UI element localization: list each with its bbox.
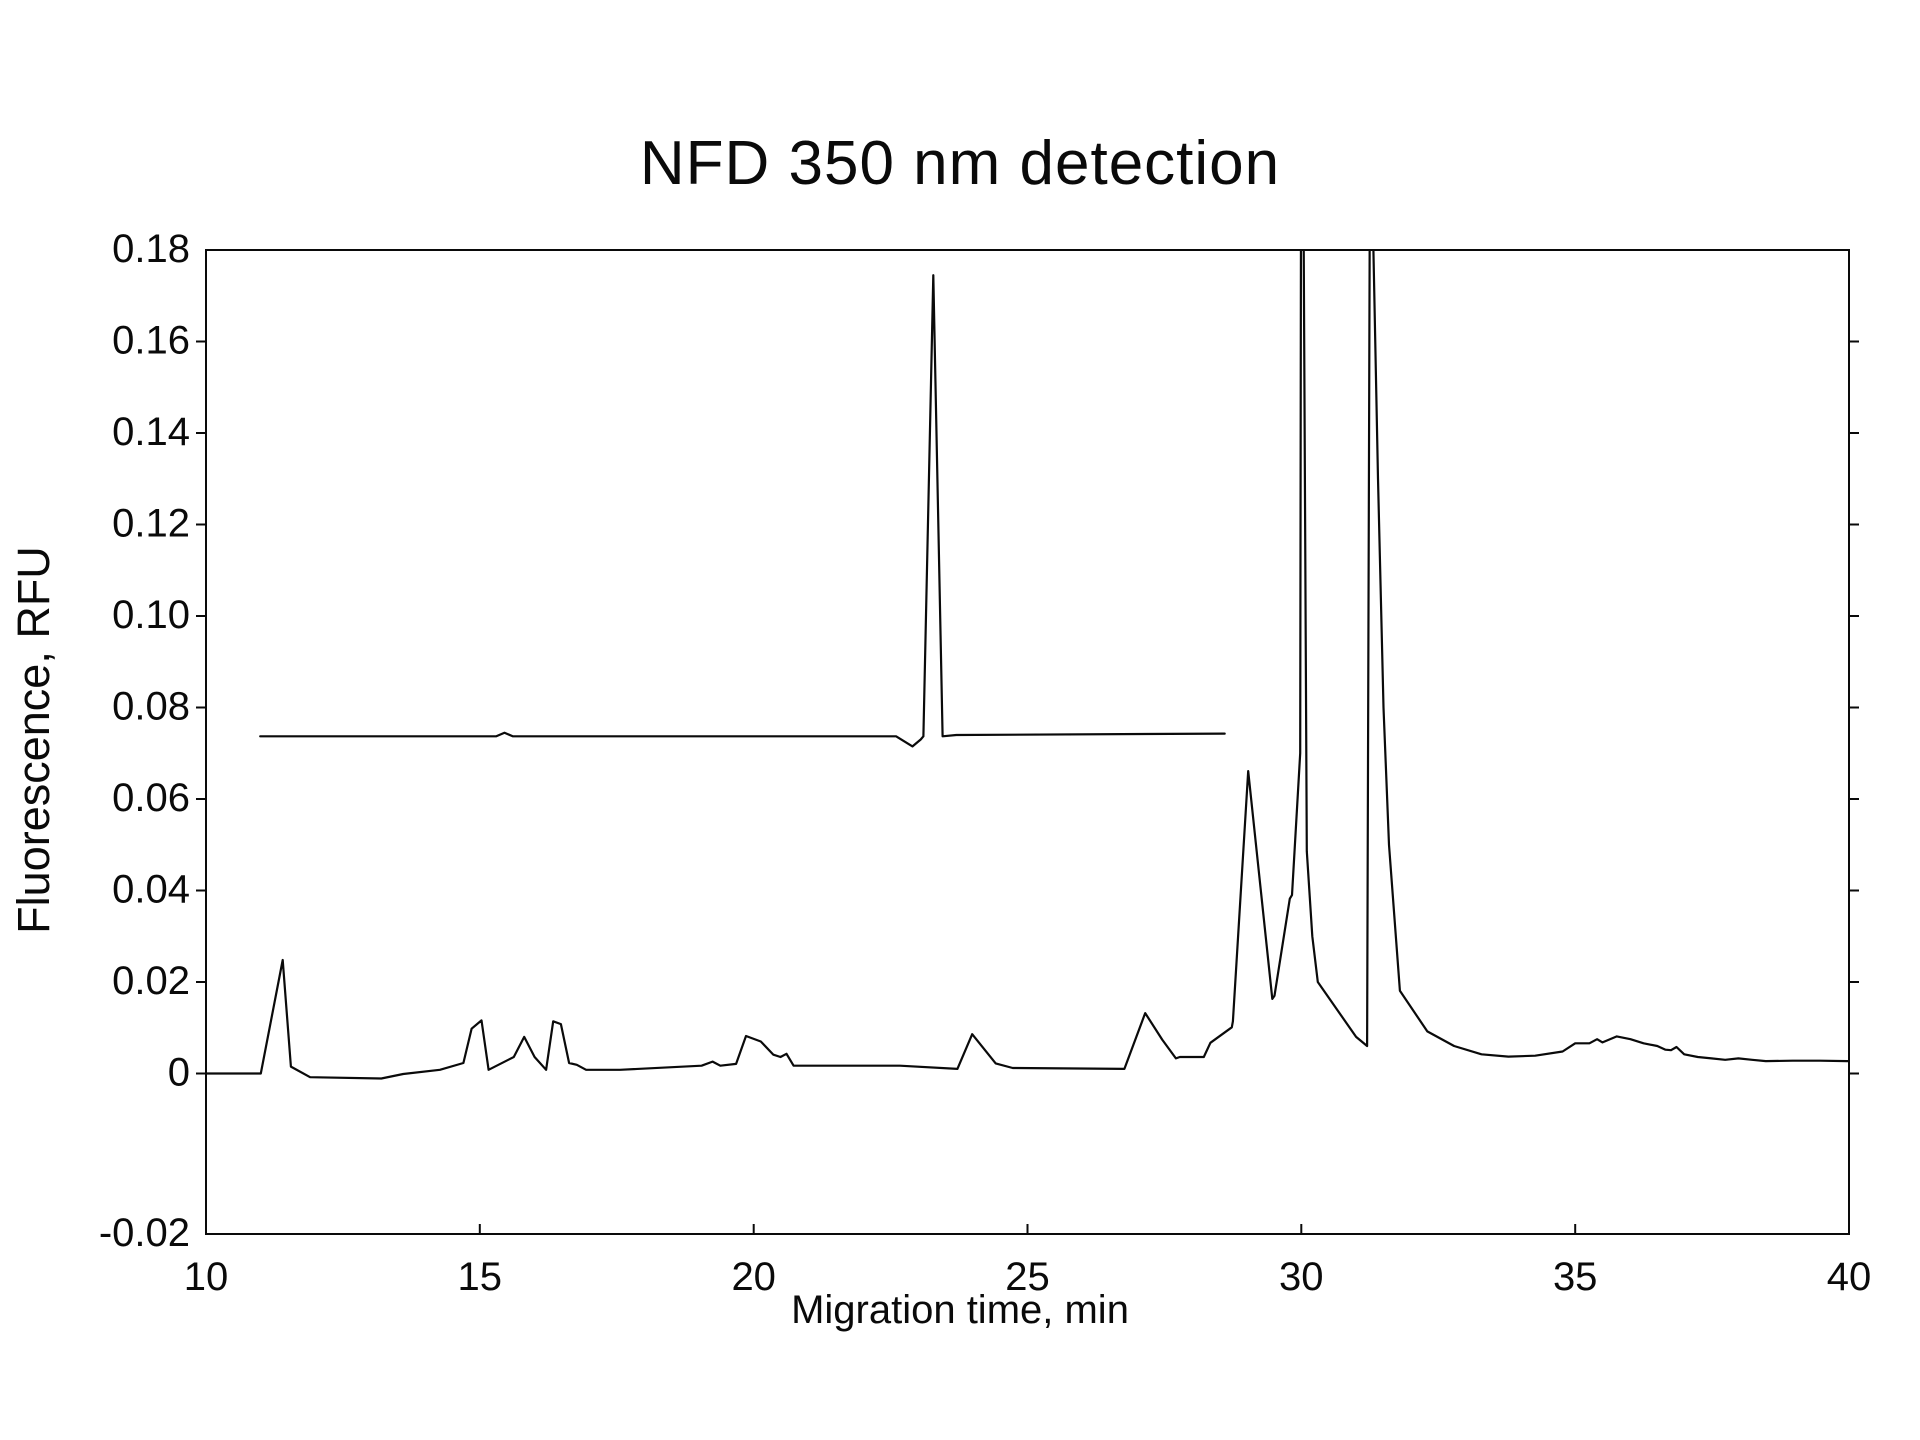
svg-text:0.08: 0.08 <box>112 685 190 729</box>
svg-text:15: 15 <box>458 1255 503 1299</box>
svg-text:0.12: 0.12 <box>112 502 190 546</box>
svg-text:0.14: 0.14 <box>112 410 190 454</box>
svg-text:0.02: 0.02 <box>112 959 190 1003</box>
svg-text:0.04: 0.04 <box>112 868 190 912</box>
svg-text:0.18: 0.18 <box>112 227 190 271</box>
svg-text:25: 25 <box>1005 1255 1050 1299</box>
svg-text:10: 10 <box>184 1255 229 1299</box>
svg-text:30: 30 <box>1279 1255 1324 1299</box>
svg-text:-0.02: -0.02 <box>99 1211 190 1255</box>
svg-text:0.06: 0.06 <box>112 776 190 820</box>
svg-text:35: 35 <box>1553 1255 1598 1299</box>
svg-text:0.10: 0.10 <box>112 593 190 637</box>
svg-text:0: 0 <box>168 1051 190 1095</box>
svg-text:0.16: 0.16 <box>112 319 190 363</box>
svg-text:20: 20 <box>731 1255 776 1299</box>
svg-text:40: 40 <box>1827 1255 1872 1299</box>
